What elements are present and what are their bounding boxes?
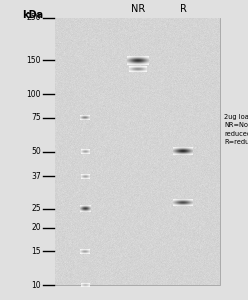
Text: 37: 37 xyxy=(31,172,41,181)
Text: NR: NR xyxy=(131,4,145,14)
Bar xyxy=(55,18,220,285)
Text: 100: 100 xyxy=(27,89,41,98)
Text: 15: 15 xyxy=(31,247,41,256)
Text: 150: 150 xyxy=(27,56,41,65)
Text: 25: 25 xyxy=(31,205,41,214)
Text: 20: 20 xyxy=(31,223,41,232)
Text: 75: 75 xyxy=(31,113,41,122)
Text: 250: 250 xyxy=(27,14,41,22)
Text: 50: 50 xyxy=(31,147,41,156)
Text: 10: 10 xyxy=(31,280,41,290)
Text: R: R xyxy=(180,4,186,14)
Text: 2ug loading
NR=Non-
reduced
R=reduced: 2ug loading NR=Non- reduced R=reduced xyxy=(224,114,248,146)
Text: kDa: kDa xyxy=(22,10,44,20)
